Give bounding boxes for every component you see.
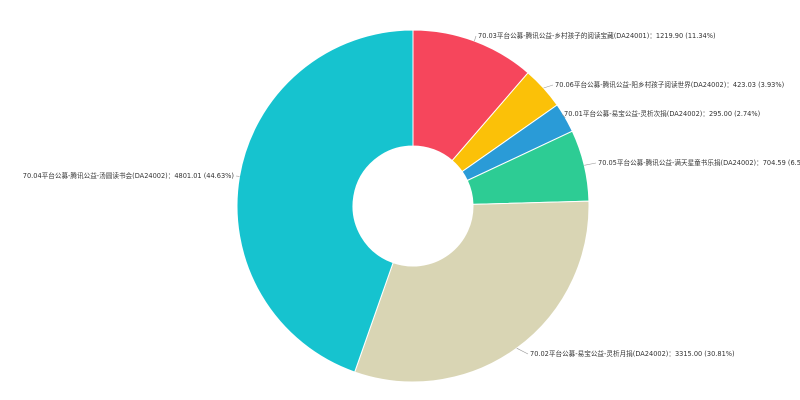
slice-label: 70.04平台公募-腾讯公益-汤圆读书会(DA24002)：4801.01 (4… xyxy=(23,171,234,180)
labels-group: 70.03平台公募-腾讯公益-乡村孩子的阅读宝藏(DA24001)：1219.9… xyxy=(23,31,800,358)
donut-hole xyxy=(353,146,473,266)
slice-label: 70.03平台公募-腾讯公益-乡村孩子的阅读宝藏(DA24001)：1219.9… xyxy=(478,31,716,40)
leader-line xyxy=(516,347,529,355)
leader-line xyxy=(543,84,554,89)
pie-slice[interactable] xyxy=(236,29,414,373)
slice-label: 70.06平台公募-腾讯公益-阳乡村孩子阅读世界(DA24002)：423.03… xyxy=(555,80,784,89)
leader-line xyxy=(561,113,566,118)
slice-label: 70.05平台公募-腾讯公益-满天星童书乐捐(DA24002)：704.59 (… xyxy=(598,158,800,167)
leader-line xyxy=(474,35,477,42)
slices-group xyxy=(236,29,590,383)
leader-line xyxy=(584,162,597,166)
slice-label: 70.01平台公募-易宝公益-灵析次捐(DA24002)：295.00 (2.7… xyxy=(564,109,760,118)
slice-label: 70.02平台公募-易宝公益-灵析月捐(DA24002)：3315.00 (30… xyxy=(530,349,735,358)
